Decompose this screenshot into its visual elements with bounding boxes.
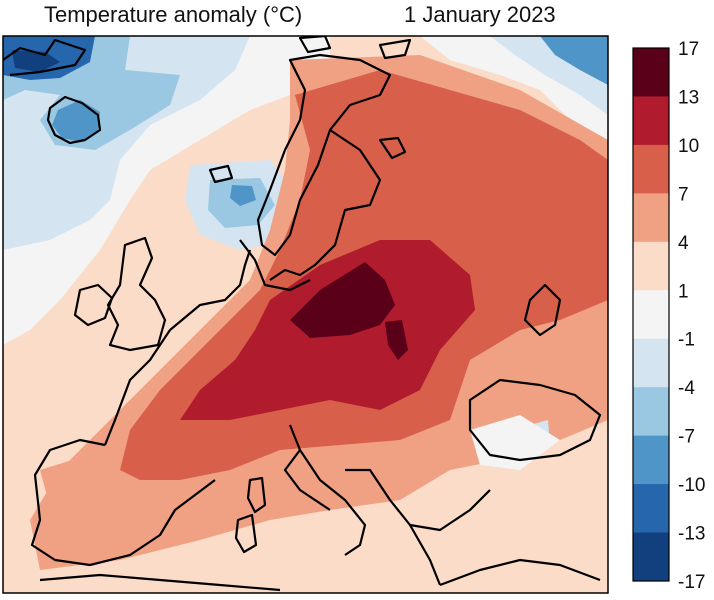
colorbar-segment	[633, 48, 669, 97]
map-date: 1 January 2023	[404, 2, 556, 27]
colorbar-tick-label: -17	[678, 572, 705, 593]
very-hot-region	[290, 262, 395, 338]
colorbar-segment	[633, 241, 669, 291]
colorbar-segment	[633, 290, 669, 340]
colorbar-segment	[633, 144, 669, 194]
colorbar-tick-label: 17	[678, 39, 699, 60]
colorbar-tick-label: 4	[678, 233, 689, 254]
colorbar-tick-label: -7	[678, 427, 695, 448]
coastlines	[3, 36, 602, 592]
colorbar-segment	[633, 338, 669, 388]
colorbar-tick-label: -1	[678, 330, 695, 351]
colorbar-tick-label: 10	[678, 136, 699, 157]
colorbar-segment	[633, 532, 669, 582]
colorbar-segment	[633, 96, 669, 146]
colorbar-segment	[633, 484, 669, 534]
colorbar-segment	[633, 435, 669, 485]
colorbar-tick-label: -13	[678, 524, 705, 545]
map-title: Temperature anomaly (°C)	[44, 2, 303, 27]
colder-region-arctic	[540, 36, 608, 85]
map-frame	[2, 35, 609, 594]
colorbar-segment	[633, 387, 669, 437]
colder-region-iceland	[52, 100, 100, 142]
colorbar-tick-label: 1	[678, 281, 689, 302]
colorbar-tick-label: -4	[678, 378, 695, 399]
very-hot-region-east	[385, 320, 408, 360]
colorbar-tick-label: 7	[678, 184, 689, 205]
colorbar-labels: 17 13 10 7 4 1 -1 -4 -7 -10 -13 -17	[678, 39, 705, 593]
colorbar-tick-label: 13	[678, 87, 699, 108]
colorbar-frame	[632, 47, 670, 582]
colder-region-northsea	[230, 185, 256, 206]
very-cold-region-greenland	[12, 50, 60, 72]
colorbar-segments	[633, 48, 669, 582]
colorbar-tick-label: -10	[678, 475, 705, 496]
colorbar-segment	[633, 193, 669, 243]
